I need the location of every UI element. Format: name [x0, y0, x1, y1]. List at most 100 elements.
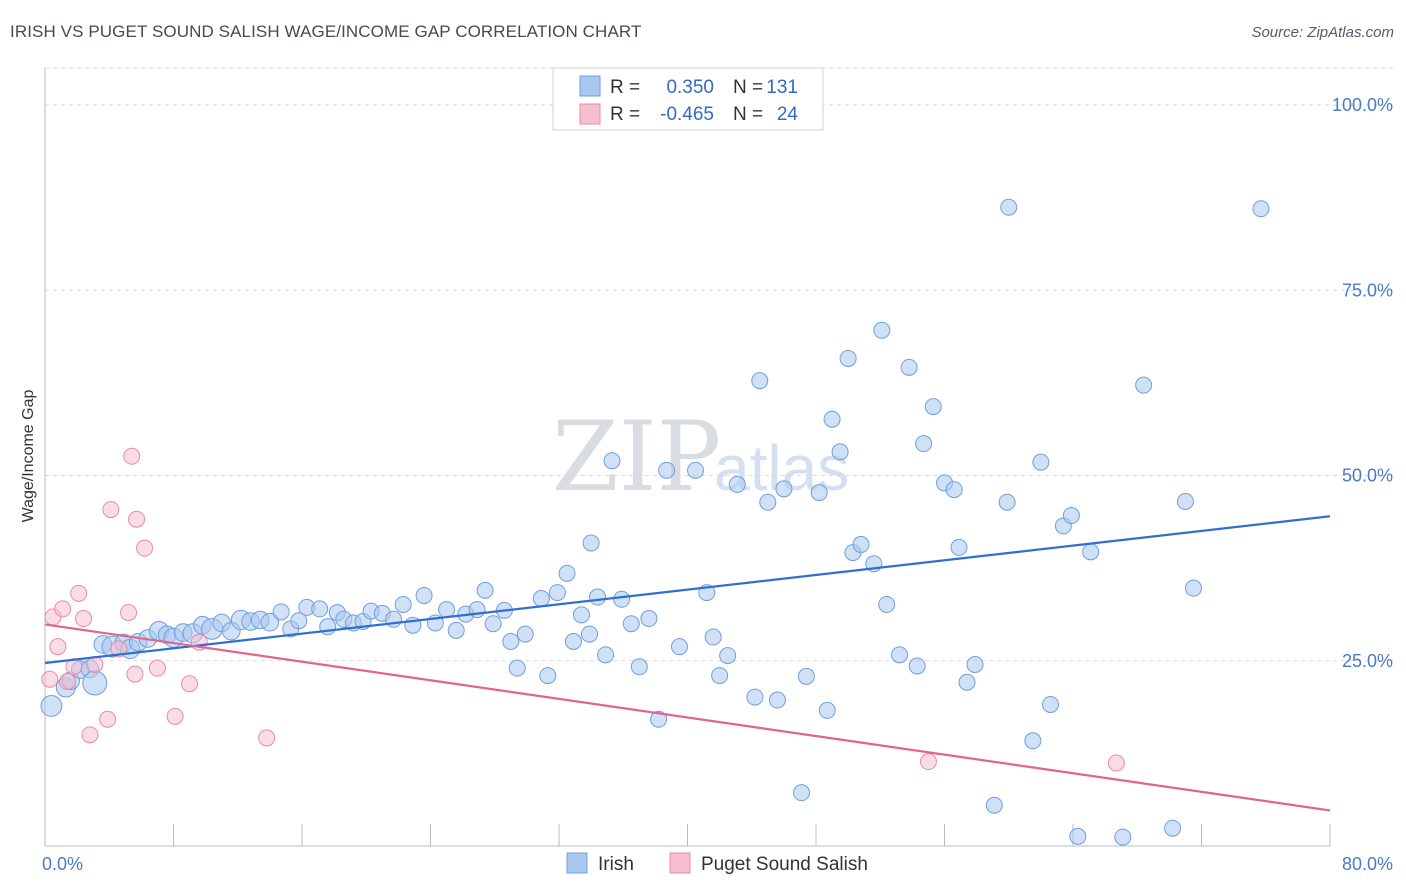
salish-point	[41, 670, 59, 688]
salish-point	[70, 584, 88, 602]
irish-point	[630, 658, 648, 676]
irish-point	[539, 667, 557, 685]
legend-r-value-salish: -0.465	[660, 104, 714, 125]
legend-n-value-salish: 24	[777, 104, 799, 125]
irish-point	[900, 358, 918, 376]
irish-point	[613, 590, 631, 608]
bottom-legend-swatch-irish	[566, 852, 588, 874]
irish-point	[502, 632, 520, 650]
irish-point	[516, 625, 534, 643]
irish-point	[622, 615, 640, 633]
salish-point	[54, 600, 72, 618]
irish-point	[891, 646, 909, 664]
irish-point	[640, 610, 658, 628]
salish-point	[58, 673, 76, 691]
irish-point	[1024, 732, 1042, 750]
irish-point	[508, 659, 526, 677]
salish-point	[148, 659, 166, 677]
salish-point	[99, 710, 117, 728]
irish-point	[915, 435, 933, 453]
irish-point	[564, 632, 582, 650]
irish-point	[1184, 579, 1202, 597]
irish-point	[484, 615, 502, 633]
bottom-legend: Irish Puget Sound Salish	[566, 852, 868, 875]
source-credit: Source: ZipAtlas.com	[1251, 24, 1394, 41]
irish-point	[687, 461, 705, 479]
salish-point	[110, 640, 128, 658]
irish-point	[958, 673, 976, 691]
irish-point	[966, 655, 984, 673]
irish-point	[82, 670, 108, 696]
salish-point	[49, 638, 67, 656]
irish-point	[768, 691, 786, 709]
legend: R = 0.350 N = 131 R = -0.465 N = 24	[552, 67, 824, 131]
irish-point	[728, 475, 746, 493]
legend-n-value-irish: 131	[766, 77, 798, 98]
irish-point	[1164, 819, 1182, 837]
irish-point	[290, 612, 308, 630]
irish-point	[985, 796, 1003, 814]
salish-points	[41, 447, 1125, 772]
irish-point	[1042, 695, 1060, 713]
salish-point	[136, 539, 154, 557]
irish-point	[650, 710, 668, 728]
irish-point	[1176, 492, 1194, 510]
irish-point	[998, 493, 1016, 511]
irish-point	[597, 646, 615, 664]
irish-point	[1062, 507, 1080, 525]
y-tick-label: 100.0%	[1332, 95, 1393, 115]
salish-point	[1107, 754, 1125, 772]
irish-point	[572, 606, 590, 624]
bottom-legend-swatch-salish	[669, 852, 691, 874]
bottom-legend-label-salish: Puget Sound Salish	[701, 854, 868, 875]
irish-point	[582, 534, 600, 552]
salish-point	[81, 726, 99, 744]
irish-point	[839, 349, 857, 367]
irish-point	[704, 628, 722, 646]
y-tick-label: 75.0%	[1342, 280, 1393, 300]
irish-point	[670, 638, 688, 656]
irish-point	[447, 621, 465, 639]
irish-point	[438, 601, 456, 619]
legend-r-label-salish: R =	[610, 104, 640, 125]
salish-point	[258, 729, 276, 747]
irish-point	[746, 688, 764, 706]
legend-n-label-salish: N =	[733, 104, 763, 125]
irish-point	[558, 564, 576, 582]
salish-point	[166, 707, 184, 725]
irish-point	[775, 480, 793, 498]
irish-point	[711, 667, 729, 685]
irish-point	[797, 667, 815, 685]
irish-point	[581, 625, 599, 643]
irish-point	[603, 452, 621, 470]
irish-point	[751, 372, 769, 390]
legend-swatch-irish	[579, 75, 601, 97]
irish-point	[548, 584, 566, 602]
irish-point	[1252, 200, 1270, 218]
irish-point	[260, 612, 280, 632]
irish-trend-line	[44, 515, 1331, 665]
irish-point	[311, 600, 329, 618]
irish-point	[658, 461, 676, 479]
irish-point	[823, 410, 841, 428]
irish-point	[873, 321, 891, 339]
legend-r-label-irish: R =	[610, 77, 640, 98]
chart-title: IRISH VS PUGET SOUND SALISH WAGE/INCOME …	[10, 22, 642, 41]
irish-point	[1135, 376, 1153, 394]
irish-point	[1082, 543, 1100, 561]
legend-r-value-irish: 0.350	[666, 77, 714, 98]
irish-point	[945, 481, 963, 499]
irish-point	[818, 701, 836, 719]
irish-points	[40, 198, 1270, 846]
salish-point	[126, 665, 144, 683]
x-tick-label: 0.0%	[42, 854, 83, 874]
bottom-legend-label-irish: Irish	[598, 854, 634, 875]
salish-point	[102, 501, 120, 519]
legend-n-label-irish: N =	[733, 77, 763, 98]
salish-point	[181, 675, 199, 693]
irish-point	[924, 398, 942, 416]
irish-point	[908, 657, 926, 675]
irish-point	[394, 595, 412, 613]
salish-trend-line	[44, 623, 1331, 812]
